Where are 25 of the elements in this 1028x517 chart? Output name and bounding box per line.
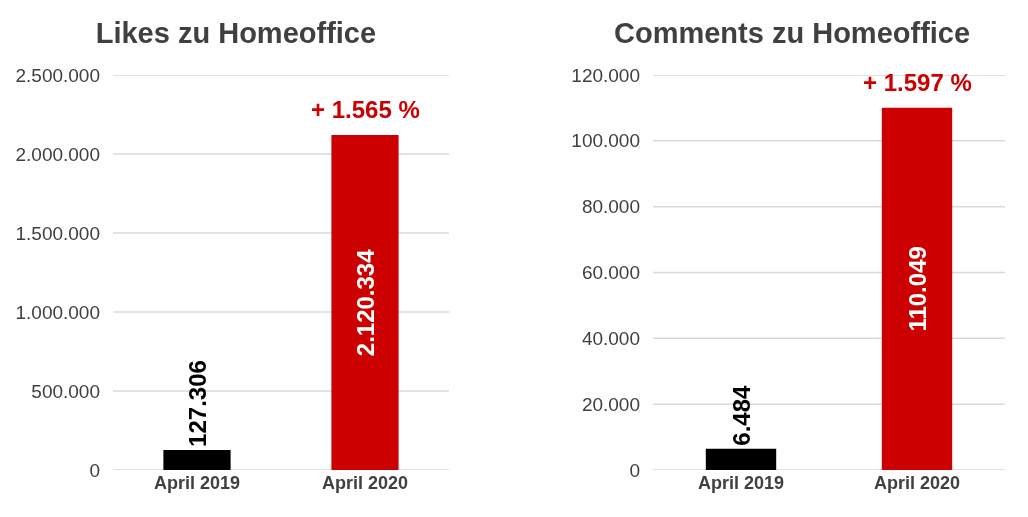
- data-label: 110.049: [903, 246, 931, 332]
- y-tick-label: 100.000: [571, 130, 640, 152]
- y-tick-label: 120.000: [571, 64, 640, 86]
- y-tick-label: 0: [89, 459, 100, 481]
- chart-title: Comments zu Homeoffice: [614, 17, 971, 50]
- data-label: 2.120.334: [351, 248, 379, 357]
- annotation: + 1.565 %: [311, 96, 420, 123]
- x-tick-label: April 2019: [697, 473, 785, 493]
- y-tick-label: 500.000: [31, 380, 100, 402]
- y-tick-label: 1.000.000: [15, 301, 100, 323]
- y-tick-label: 60.000: [581, 262, 640, 284]
- y-tick-label: 80.000: [581, 196, 640, 218]
- x-tick-label: April 2020: [873, 473, 961, 493]
- data-label: 6.484: [727, 384, 755, 446]
- y-tick-label: 0: [629, 459, 640, 481]
- y-tick-label: 40.000: [581, 327, 640, 349]
- y-tick-label: 2.000.000: [15, 143, 100, 165]
- x-tick-label: April 2019: [153, 473, 241, 493]
- y-tick-label: 1.500.000: [15, 222, 100, 244]
- y-tick-label: 20.000: [581, 393, 640, 415]
- annotation: + 1.597 %: [863, 69, 972, 96]
- x-tick-label: April 2020: [321, 473, 409, 493]
- data-label: 127.306: [183, 360, 211, 447]
- y-tick-label: 2.500.000: [15, 64, 100, 86]
- chart-title: Likes zu Homeoffice: [95, 17, 377, 50]
